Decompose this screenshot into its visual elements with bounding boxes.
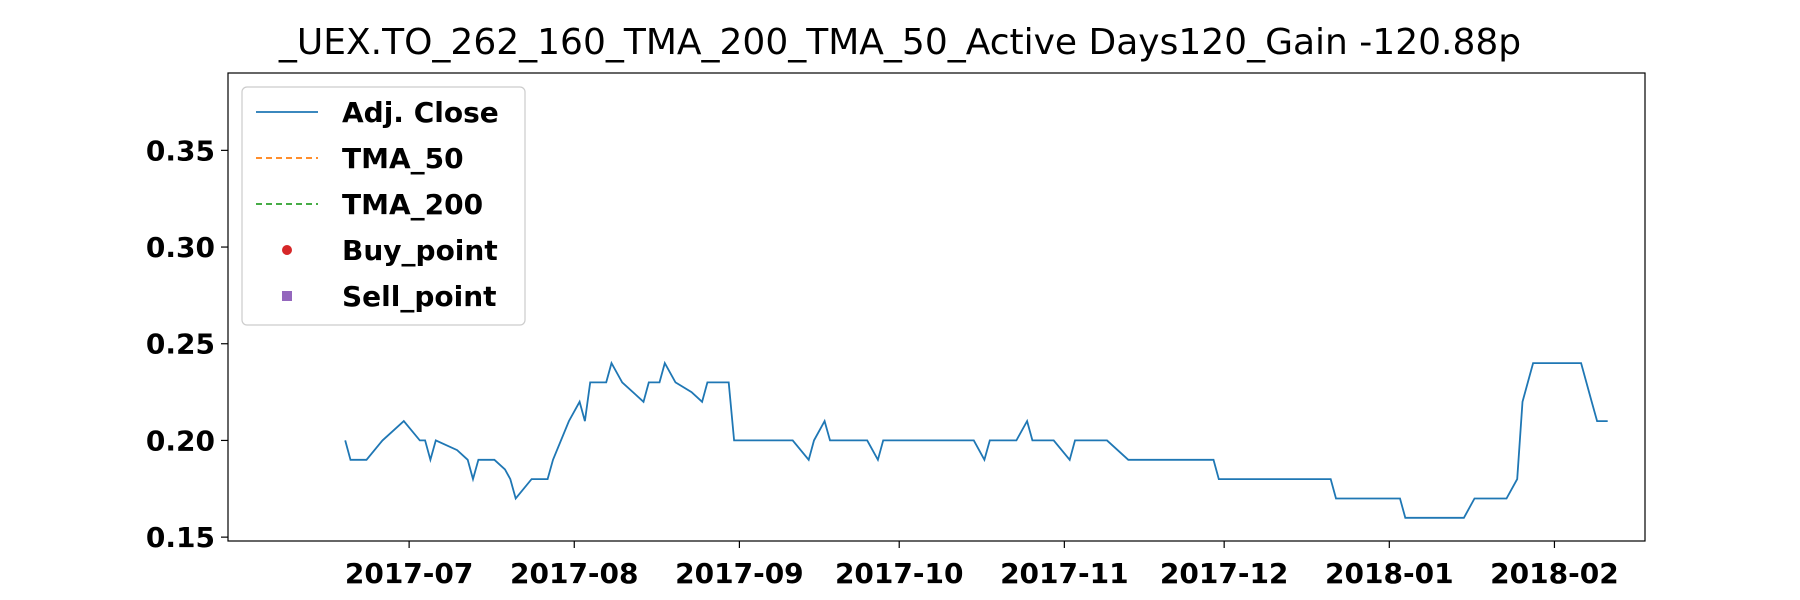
x-tick-label: 2018-01 [1325, 557, 1454, 590]
legend-label: Adj. Close [342, 96, 499, 129]
y-tick-label: 0.35 [146, 134, 215, 167]
y-axis: 0.15 0.20 0.25 0.30 0.35 [146, 134, 228, 554]
legend-label: TMA_200 [342, 188, 483, 221]
x-tick-label: 2017-12 [1160, 557, 1289, 590]
legend-label: Buy_point [342, 234, 498, 267]
y-tick-label: 0.15 [146, 521, 215, 554]
legend-box [241, 86, 526, 326]
chart-title: _UEX.TO_262_160_TMA_200_TMA_50_Active Da… [278, 22, 1522, 63]
series-line-adj-close [344, 360, 1608, 519]
x-tick-label: 2018-02 [1490, 557, 1619, 590]
legend: Adj. Close TMA_50 TMA_200 Buy_point Sell_poi… [241, 86, 526, 326]
legend-swatch [282, 291, 292, 301]
legend-label: TMA_50 [342, 142, 464, 175]
x-tick-label: 2017-11 [1000, 557, 1129, 590]
x-tick-label: 2017-07 [345, 557, 474, 590]
plot-area [227, 72, 1646, 542]
plot-frame [227, 72, 1646, 542]
legend-label: Sell_point [342, 280, 497, 313]
y-tick-label: 0.30 [146, 231, 215, 264]
y-tick-label: 0.25 [146, 328, 215, 361]
y-tick-label: 0.20 [146, 424, 215, 457]
x-tick-label: 2017-09 [675, 557, 804, 590]
legend-swatch [282, 245, 292, 255]
x-axis: 2017-07 2017-08 2017-09 2017-10 2017-11 2017-… [345, 541, 1619, 590]
x-tick-label: 2017-10 [835, 557, 964, 590]
x-tick-label: 2017-08 [510, 557, 639, 590]
